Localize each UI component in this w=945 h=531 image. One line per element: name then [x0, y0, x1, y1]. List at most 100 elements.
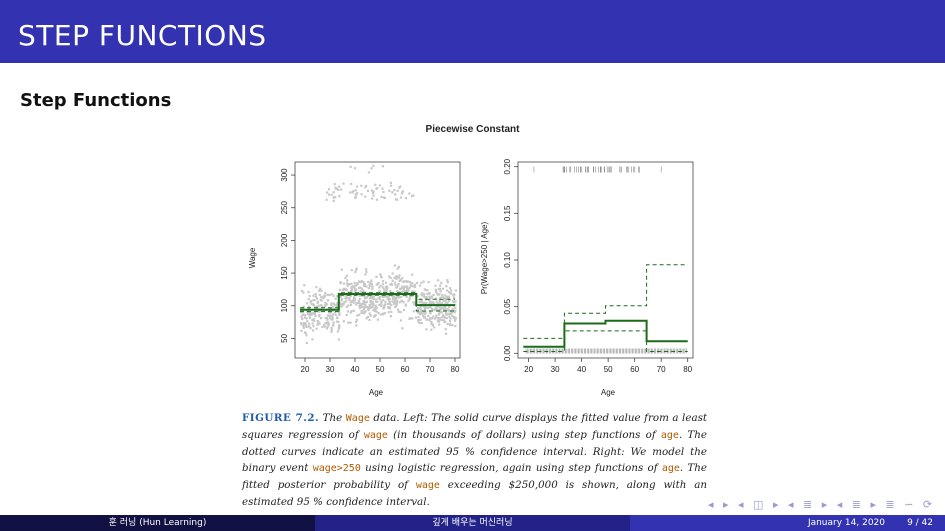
scatter-point	[333, 196, 336, 199]
scatter-point	[345, 313, 348, 316]
scatter-point	[437, 309, 440, 312]
scatter-point	[438, 317, 442, 320]
scatter-point	[305, 317, 308, 320]
scatter-point	[420, 300, 423, 303]
scatter-point	[339, 302, 342, 305]
scatter-point	[325, 303, 329, 306]
scatter-point	[335, 303, 338, 306]
scatter-point	[302, 322, 306, 325]
scatter-point	[342, 320, 345, 323]
scatter-point	[417, 312, 420, 315]
scatter-point	[383, 196, 386, 200]
scatter-point	[355, 268, 358, 271]
scatter-point	[371, 306, 374, 309]
scatter-point	[441, 293, 444, 296]
scatter-point	[414, 301, 417, 304]
x-tick-label: 20	[301, 365, 310, 374]
scatter-point	[315, 327, 318, 330]
scatter-point	[353, 281, 356, 284]
scatter-point	[406, 290, 409, 294]
scatter-point	[345, 274, 348, 277]
scatter-point	[401, 190, 404, 193]
scatter-point	[371, 300, 374, 303]
scatter-point	[379, 284, 382, 288]
scatter-point	[311, 303, 314, 306]
scatter-point	[425, 302, 428, 305]
scatter-point	[324, 317, 327, 320]
scatter-point	[440, 311, 443, 314]
scatter-point	[416, 309, 419, 312]
scatter-point	[436, 308, 439, 311]
scatter-point	[395, 300, 398, 303]
scatter-point	[332, 324, 335, 327]
scatter-point	[447, 312, 450, 315]
scatter-point	[408, 192, 411, 195]
scatter-point	[380, 313, 383, 316]
scatter-point	[407, 299, 410, 303]
scatter-point	[449, 317, 452, 320]
slide-title: STEP FUNCTIONS	[18, 19, 267, 52]
scatter-point	[452, 316, 455, 319]
scatter-point	[393, 302, 396, 305]
caption-text: (in thousands of dollars) using step fun…	[387, 429, 661, 441]
scatter-point	[367, 171, 370, 174]
scatter-point	[359, 286, 362, 289]
scatter-point	[378, 303, 381, 306]
scatter-point	[365, 285, 368, 288]
scatter-point	[382, 299, 385, 302]
scatter-point	[404, 197, 407, 200]
scatter-point	[437, 279, 440, 282]
scatter-point	[336, 330, 339, 333]
scatter-point	[348, 297, 351, 300]
scatter-point	[336, 320, 339, 323]
scatter-point	[340, 268, 343, 271]
scatter-point	[349, 191, 352, 194]
y-tick-label: 100	[280, 299, 289, 313]
scatter-point	[400, 295, 403, 298]
scatter-point	[318, 310, 321, 313]
scatter-point	[446, 281, 449, 284]
scatter-point	[362, 291, 365, 294]
x-tick-label: 70	[657, 365, 666, 374]
scatter-point	[375, 275, 378, 278]
scatter-point	[358, 286, 361, 290]
scatter-point	[399, 288, 402, 291]
scatter-point	[425, 289, 428, 292]
scatter-point	[419, 318, 422, 321]
scatter-point	[393, 264, 396, 267]
scatter-point	[428, 319, 431, 322]
scatter-point	[338, 311, 341, 315]
scatter-point	[342, 182, 345, 185]
scatter-point	[435, 291, 438, 294]
scatter-point	[310, 313, 313, 316]
scatter-point	[383, 312, 387, 315]
scatter-point	[392, 300, 395, 304]
scatter-point	[396, 198, 399, 201]
beamer-navigation-icons[interactable]: ◂ ▸ ◂ ◫ ▸ ◂ ≣ ▸ ◂ ≣ ▸ ≣ ∽ ⟳	[708, 498, 936, 511]
scatter-point	[442, 297, 446, 300]
scatter-point	[411, 273, 414, 276]
scatter-point	[331, 305, 334, 308]
scatter-point	[315, 286, 318, 289]
scatter-point	[364, 303, 367, 307]
x-tick-label: 20	[524, 365, 533, 374]
scatter-point	[402, 309, 405, 312]
scatter-point	[380, 300, 383, 303]
scatter-point	[304, 314, 307, 317]
scatter-point	[428, 299, 431, 302]
scatter-point	[451, 324, 454, 327]
scatter-point	[454, 289, 457, 292]
scatter-point	[395, 275, 398, 278]
scatter-point	[337, 338, 340, 341]
scatter-point	[326, 318, 329, 321]
scatter-point	[365, 184, 368, 187]
scatter-point	[370, 300, 373, 303]
scatter-point	[427, 281, 430, 284]
scatter-point	[367, 287, 370, 290]
scatter-point	[364, 283, 367, 286]
scatter-point	[346, 297, 349, 300]
scatter-point	[423, 295, 426, 298]
scatter-point	[441, 307, 444, 310]
scatter-point	[325, 327, 328, 330]
scatter-point	[365, 317, 368, 320]
